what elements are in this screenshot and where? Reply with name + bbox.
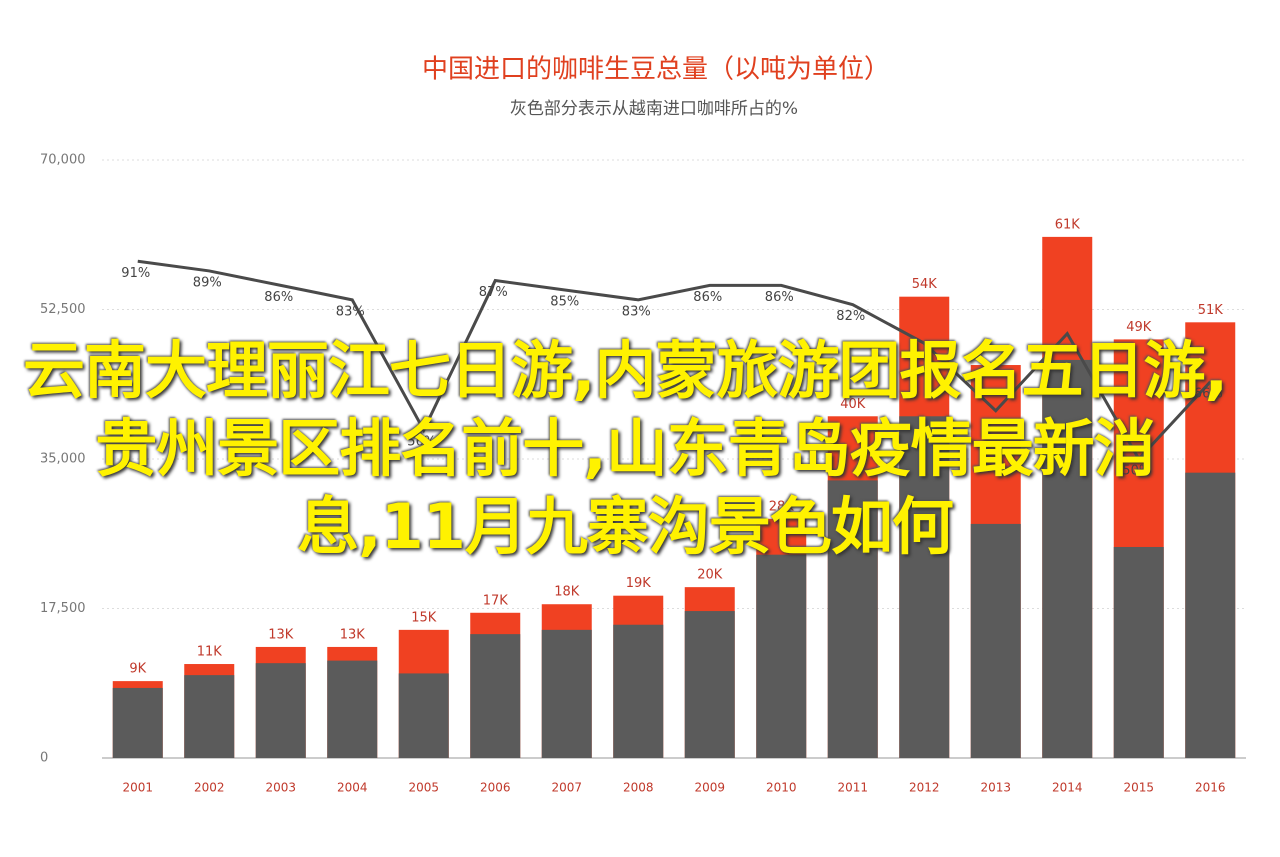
bar	[184, 675, 235, 758]
chart-title: 中国进口的咖啡生豆总量（以吨为单位）	[422, 55, 890, 85]
value-label: 40K	[840, 397, 866, 412]
value-label: 13K	[340, 627, 366, 642]
bar	[899, 416, 950, 758]
bar	[1185, 472, 1236, 758]
line-label: 82%	[836, 309, 865, 324]
value-label: 20K	[697, 568, 723, 583]
value-label: 51K	[1198, 303, 1224, 318]
bar	[613, 624, 664, 758]
value-label: 17K	[483, 593, 509, 608]
line-label: 56%	[407, 435, 436, 450]
value-label: 18K	[554, 585, 580, 600]
x-tick-label: 2011	[837, 781, 868, 795]
bar	[327, 660, 378, 758]
overlay-caption: 云南大理丽江七日游,内蒙旅游团报名五日游,贵州景区排名前十,山东青岛疫情最新消息…	[22, 334, 1228, 563]
value-label: 28K	[769, 499, 795, 514]
y-tick-label: 35,000	[40, 452, 86, 467]
line-label: 91%	[121, 266, 150, 281]
line-label: 89%	[193, 275, 222, 290]
line	[137, 259, 1212, 462]
value-label: 49K	[1126, 320, 1152, 335]
chart-subtitle: 灰色部分表示从越南进口咖啡所占的%	[510, 99, 798, 119]
y-tick-label: 70,000	[40, 153, 86, 168]
line-label: 50%	[1122, 464, 1151, 479]
x-tick-label: 2003	[265, 781, 296, 795]
y-tick-label: 52,500	[40, 302, 86, 317]
value-label: 19K	[626, 576, 652, 591]
bar	[1113, 546, 1164, 758]
line-label: 86%	[264, 290, 293, 305]
line-label: 86%	[765, 290, 794, 305]
bar	[1042, 359, 1093, 758]
y-tick-label: 17,500	[40, 601, 86, 616]
x-tick-label: 2016	[1195, 781, 1226, 795]
value-label: 54K	[912, 277, 938, 292]
line-label: 83%	[336, 304, 365, 319]
line-label: 83%	[622, 304, 651, 319]
bar	[970, 523, 1021, 758]
x-tick-label: 2006	[480, 781, 511, 795]
value-label: 61K	[1055, 217, 1081, 232]
value-label: 11K	[197, 645, 223, 660]
x-tick-label: 2015	[1123, 781, 1154, 795]
line-label: 87%	[479, 285, 508, 300]
bar	[684, 611, 735, 758]
x-tick-label: 2004	[337, 781, 368, 795]
bar	[255, 663, 306, 758]
value-label: 15K	[411, 610, 437, 625]
x-tick-label: 2002	[194, 781, 225, 795]
value-label: 9K	[129, 662, 146, 677]
bar	[398, 673, 449, 758]
x-tick-label: 2008	[623, 781, 654, 795]
bar	[541, 629, 592, 758]
value-label: 13K	[268, 627, 294, 642]
bar	[827, 480, 878, 758]
x-tick-label: 2009	[694, 781, 725, 795]
x-tick-label: 2013	[980, 781, 1011, 795]
x-tick-label: 2014	[1052, 781, 1083, 795]
y-tick-label: 0	[40, 751, 48, 766]
bar	[756, 554, 807, 758]
x-tick-label: 2012	[909, 781, 940, 795]
bar	[112, 687, 163, 758]
x-tick-label: 2010	[766, 781, 797, 795]
x-tick-label: 2005	[408, 781, 439, 795]
x-tick-label: 2001	[122, 781, 153, 795]
bar	[470, 634, 521, 758]
line-label: 85%	[550, 295, 579, 310]
line-label: 66%	[1194, 386, 1223, 401]
line-label: 86%	[693, 290, 722, 305]
x-tick-label: 2007	[551, 781, 582, 795]
